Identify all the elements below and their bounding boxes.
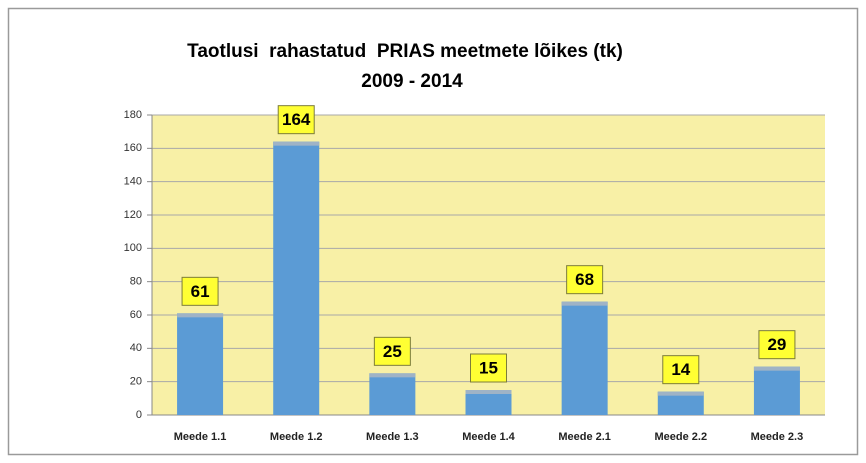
x-tick-label: Meede 2.2: [654, 431, 707, 443]
x-tick-label: Meede 1.3: [366, 431, 419, 443]
value-label: 29: [767, 335, 786, 354]
x-tick-label: Meede 1.2: [270, 431, 323, 443]
value-label-box: [277, 105, 315, 135]
value-label: 14: [671, 360, 690, 379]
value-label: 61: [191, 282, 210, 301]
y-tick-label: 140: [124, 176, 142, 188]
bar: [753, 366, 800, 415]
y-tick-label: 20: [130, 376, 142, 388]
bar-cap: [177, 313, 224, 318]
bar-cap: [465, 390, 512, 394]
bar: [561, 301, 608, 415]
bar-cap: [657, 391, 704, 396]
x-tick-label: Meede 2.3: [751, 431, 804, 443]
y-tick-label: 120: [124, 209, 142, 221]
x-tick-label: Meede 1.4: [462, 431, 515, 443]
value-label-box: [181, 276, 219, 306]
y-tick-label: 80: [130, 276, 142, 288]
y-tick-label: 40: [130, 342, 142, 354]
value-label-box: [758, 330, 796, 360]
bar: [177, 313, 224, 415]
chart-subtitle: 2009 - 2014: [361, 71, 463, 92]
bar-cap: [753, 366, 800, 371]
y-tick-label: 0: [136, 409, 142, 421]
value-label-box: [662, 355, 700, 385]
bar-cap: [273, 141, 320, 146]
value-label: 68: [575, 270, 594, 289]
x-tick-label: Meede 2.1: [558, 431, 611, 443]
value-label-box: [566, 265, 604, 295]
value-label: 164: [282, 110, 311, 129]
bar: [465, 390, 512, 415]
bar-cap: [369, 373, 416, 378]
value-label: 15: [479, 358, 498, 377]
value-label: 25: [383, 342, 402, 361]
bar: [369, 373, 416, 415]
value-label-box: [373, 336, 411, 366]
y-tick-label: 160: [124, 142, 142, 154]
y-tick-label: 100: [124, 242, 142, 254]
bar-cap: [561, 301, 608, 306]
bar: [657, 391, 704, 415]
bar: [273, 141, 320, 415]
x-tick-label: Meede 1.1: [174, 431, 227, 443]
y-tick-label: 180: [124, 109, 142, 121]
value-label-box: [470, 353, 507, 383]
y-tick-label: 60: [130, 309, 142, 321]
chart-title: Taotlusi rahastatud PRIAS meetmete lõike…: [187, 41, 623, 62]
